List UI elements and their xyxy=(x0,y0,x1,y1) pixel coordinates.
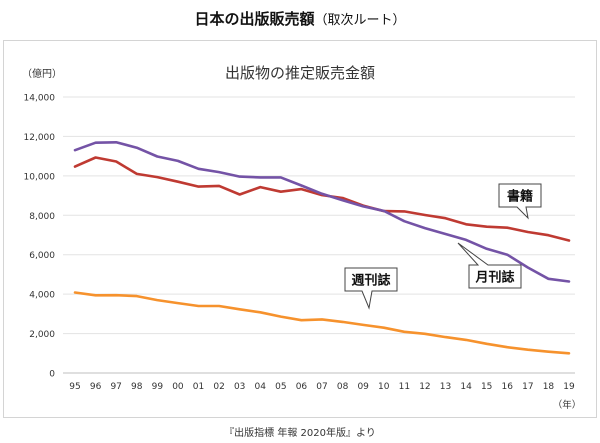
x-tick-label: 09 xyxy=(357,382,369,392)
page-title: 日本の出版販売額（取次ルート） xyxy=(0,8,600,29)
x-tick-label: 15 xyxy=(481,382,492,392)
page-title-subtitle: （取次ルート） xyxy=(314,13,406,28)
callout-weekly-box xyxy=(344,267,398,310)
x-tick-label: 16 xyxy=(502,382,514,392)
chart-frame xyxy=(3,40,597,418)
x-tick-label: 04 xyxy=(255,382,267,392)
x-tick-label: 95 xyxy=(69,382,80,392)
series-label-3: 週刊誌 xyxy=(351,273,390,289)
y-tick-label: 6,000 xyxy=(29,251,55,261)
x-tick-label: 96 xyxy=(90,382,102,392)
x-tick-label: 97 xyxy=(110,382,121,392)
y-axis-label: （億円） xyxy=(22,67,62,80)
chart-title: 出版物の推定販売金額 xyxy=(225,64,375,82)
x-tick-label: 03 xyxy=(234,382,245,392)
x-tick-label: 19 xyxy=(563,382,575,392)
series-label-2: 月刊誌 xyxy=(474,270,514,286)
y-tick-label: 14,000 xyxy=(24,94,56,104)
x-tick-label: 98 xyxy=(131,382,143,392)
x-axis-label: （年） xyxy=(553,399,582,411)
y-tick-label: 0 xyxy=(49,370,55,380)
callout-monthly-box xyxy=(457,242,522,289)
x-tick-label: 08 xyxy=(337,382,349,392)
series-line-2 xyxy=(73,141,571,283)
x-tick-label: 11 xyxy=(399,382,410,392)
x-tick-label: 13 xyxy=(440,382,451,392)
x-tick-label: 01 xyxy=(193,382,204,392)
x-tick-label: 18 xyxy=(543,382,555,392)
series-line-1 xyxy=(73,156,571,242)
y-tick-label: 12,000 xyxy=(24,133,56,143)
x-tick-label: 05 xyxy=(275,382,286,392)
y-tick-label: 8,000 xyxy=(29,212,55,222)
x-tick-label: 99 xyxy=(152,382,164,392)
x-tick-label: 17 xyxy=(522,382,533,392)
series-line-3 xyxy=(73,291,571,355)
y-tick-label: 4,000 xyxy=(29,291,55,301)
x-tick-label: 07 xyxy=(316,382,327,392)
x-tick-label: 06 xyxy=(296,382,308,392)
x-tick-label: 14 xyxy=(460,382,472,392)
x-tick-label: 12 xyxy=(419,382,430,392)
y-tick-label: 2,000 xyxy=(29,330,55,340)
x-tick-label: 02 xyxy=(213,382,224,392)
x-tick-label: 10 xyxy=(378,382,390,392)
y-tick-label: 10,000 xyxy=(24,172,56,182)
source-note: 『出版指標 年報 2020年版』より xyxy=(224,428,376,439)
series-label-1: 書籍 xyxy=(507,189,533,205)
callout-books-box xyxy=(498,183,542,220)
x-tick-label: 00 xyxy=(172,382,184,392)
page-title-main: 日本の出版販売額 xyxy=(194,10,315,28)
